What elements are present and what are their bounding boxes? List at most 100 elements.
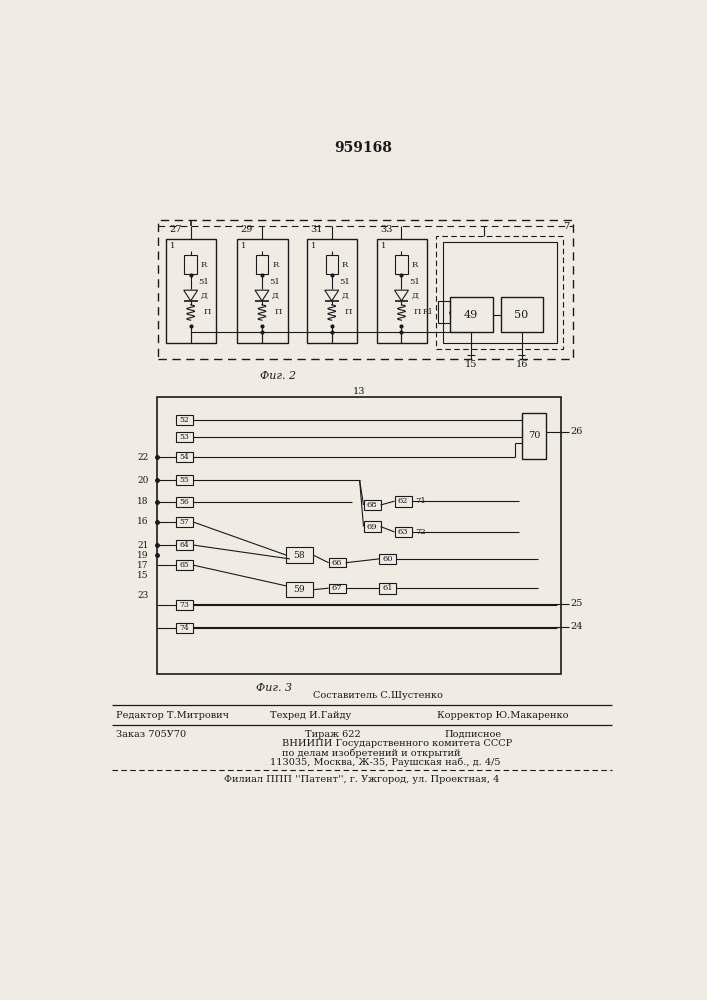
Text: Редактор Т.Митрович: Редактор Т.Митрович [115, 711, 228, 720]
Text: 16: 16 [515, 360, 528, 369]
Bar [522, 413, 546, 459]
Bar [443, 242, 557, 343]
Text: 62: 62 [398, 497, 408, 505]
Text: 29: 29 [240, 225, 252, 234]
Bar [395, 496, 411, 507]
Bar [395, 527, 411, 537]
Text: 1: 1 [380, 242, 386, 250]
Text: 20: 20 [137, 476, 149, 485]
Text: 51: 51 [339, 278, 350, 286]
Text: 70: 70 [528, 431, 540, 440]
Text: П: П [203, 308, 211, 316]
Text: 26: 26 [571, 427, 583, 436]
Text: 19: 19 [137, 551, 149, 560]
Bar [395, 255, 408, 274]
Text: 63: 63 [398, 528, 409, 536]
Text: 65: 65 [180, 561, 189, 569]
Text: 27: 27 [169, 225, 182, 234]
Text: 24: 24 [571, 622, 583, 631]
Bar [501, 297, 543, 332]
Text: П: П [344, 308, 351, 316]
Bar [176, 623, 193, 633]
Text: 23: 23 [138, 591, 149, 600]
Text: 64: 64 [180, 541, 189, 549]
Text: 74: 74 [180, 624, 189, 632]
Text: R: R [411, 261, 418, 269]
Bar [363, 500, 380, 510]
Text: Заказ 705У70: Заказ 705У70 [115, 730, 186, 739]
Text: 52: 52 [180, 416, 189, 424]
Text: 15: 15 [465, 360, 477, 369]
Text: 57: 57 [180, 518, 189, 526]
Text: R: R [272, 261, 279, 269]
Text: 54: 54 [180, 453, 189, 461]
Bar [158, 220, 573, 359]
Text: 18: 18 [137, 497, 149, 506]
Text: Корректор Ю.Макаренко: Корректор Ю.Макаренко [437, 711, 568, 720]
Text: Фиг. 3: Фиг. 3 [257, 683, 293, 693]
Text: 33: 33 [380, 225, 392, 234]
Bar [176, 600, 193, 610]
Text: 1: 1 [311, 242, 316, 250]
Text: 13: 13 [353, 387, 365, 396]
Bar [377, 239, 427, 343]
Bar [329, 584, 346, 593]
Text: 73: 73 [180, 601, 189, 609]
Text: Д: Д [341, 292, 349, 300]
Text: 22: 22 [138, 453, 149, 462]
Text: 67: 67 [332, 584, 342, 592]
Text: 56: 56 [180, 498, 189, 506]
Text: Д: Д [272, 292, 279, 300]
Text: Техред И.Гайду: Техред И.Гайду [271, 711, 352, 720]
Text: 58: 58 [293, 551, 305, 560]
Text: 1: 1 [170, 242, 175, 250]
Text: 17: 17 [137, 561, 149, 570]
Text: 60: 60 [382, 555, 393, 563]
Bar [176, 415, 193, 425]
Bar [176, 560, 193, 570]
Bar [363, 521, 380, 532]
Text: Филиал ППП ''Патент'', г. Ужгород, ул. Проектная, 4: Филиал ППП ''Патент'', г. Ужгород, ул. П… [224, 775, 500, 784]
Bar [176, 475, 193, 485]
Text: 15: 15 [137, 571, 149, 580]
Bar [256, 255, 268, 274]
Bar [166, 239, 216, 343]
Bar [185, 255, 197, 274]
Bar [436, 235, 563, 349]
Bar [237, 239, 288, 343]
Bar [325, 255, 338, 274]
Text: 49: 49 [464, 310, 479, 320]
Bar [379, 583, 396, 594]
Text: Фиг. 2: Фиг. 2 [260, 371, 296, 381]
Bar [379, 554, 396, 564]
Bar [176, 497, 193, 507]
Text: 51: 51 [409, 278, 420, 286]
Bar [438, 301, 450, 323]
Bar [286, 547, 313, 563]
Text: 50: 50 [515, 310, 529, 320]
Text: 959168: 959168 [334, 141, 392, 155]
Text: Подписное: Подписное [445, 730, 502, 739]
Text: R1: R1 [423, 308, 433, 316]
Text: 59: 59 [293, 585, 305, 594]
Bar [176, 517, 193, 527]
Text: по делам изобретений и открытий: по делам изобретений и открытий [282, 748, 461, 758]
Text: 21: 21 [137, 541, 149, 550]
Text: 61: 61 [382, 584, 393, 592]
Text: П: П [414, 308, 421, 316]
Text: 53: 53 [180, 433, 189, 441]
Bar [329, 558, 346, 567]
Text: R: R [341, 261, 348, 269]
Text: 68: 68 [367, 501, 378, 509]
Bar [450, 297, 493, 332]
Text: R: R [201, 261, 207, 269]
Text: 1: 1 [241, 242, 247, 250]
Text: 66: 66 [332, 559, 342, 567]
Bar [156, 397, 561, 674]
Text: 25: 25 [571, 599, 583, 608]
Text: Составитель С.Шустенко: Составитель С.Шустенко [313, 691, 443, 700]
Text: Тираж 622: Тираж 622 [305, 730, 361, 739]
Text: 55: 55 [180, 476, 189, 484]
Bar [176, 452, 193, 462]
Text: 51: 51 [199, 278, 209, 286]
